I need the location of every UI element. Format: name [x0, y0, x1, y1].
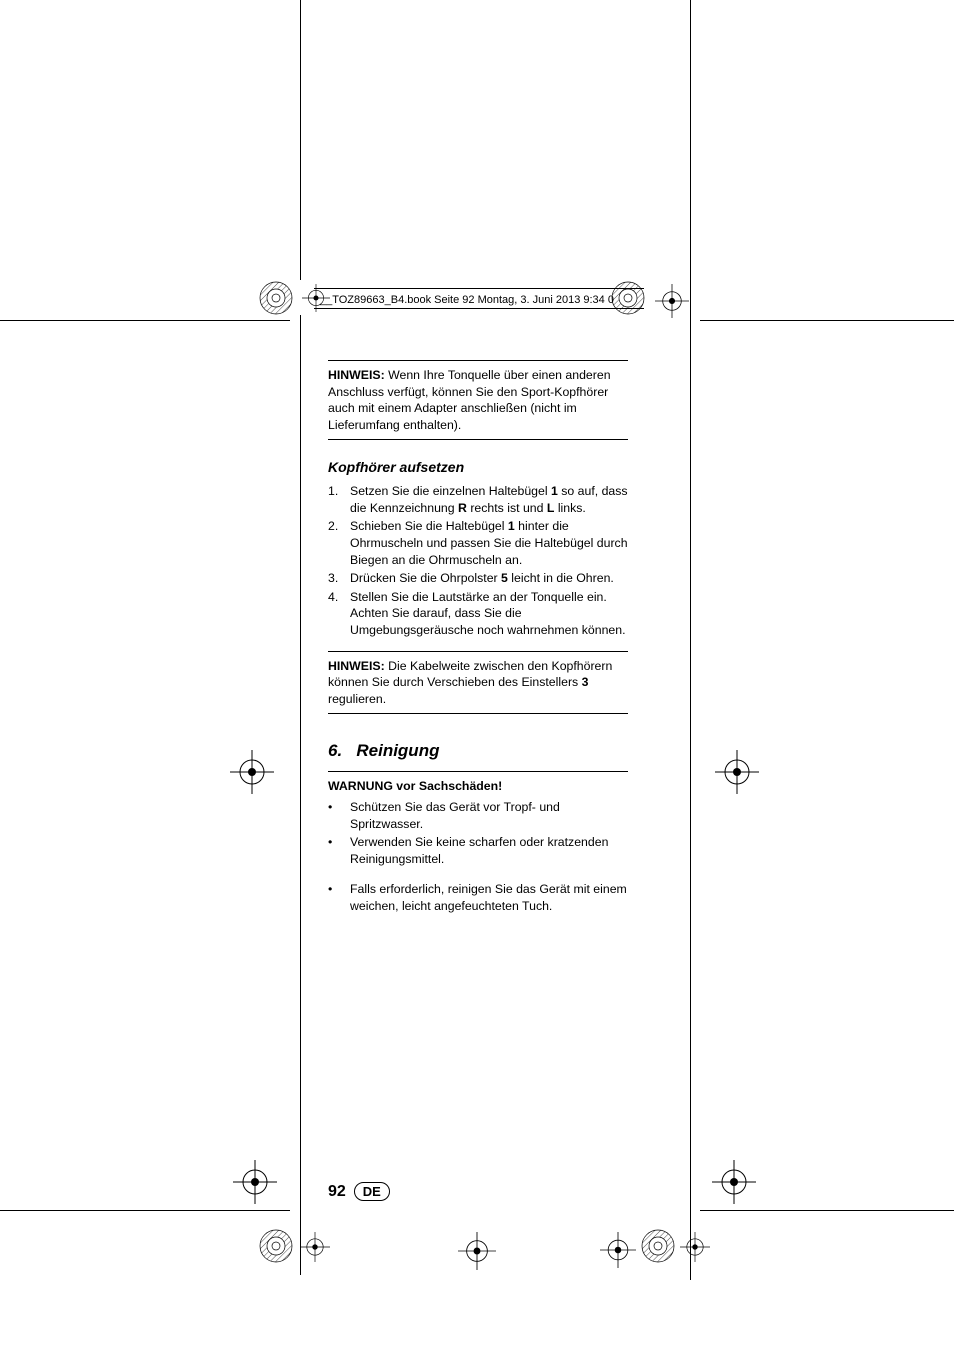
notice-text: HINWEIS: Die Kabelweite zwischen den Kop… — [328, 658, 628, 708]
list-item: 4. Stellen Sie die Lautstärke an der Ton… — [328, 589, 628, 639]
ref-num: 3 — [582, 675, 589, 689]
ref-num: 5 — [501, 571, 508, 585]
page-number: 92 — [328, 1183, 346, 1201]
step-text: Setzen Sie die einzelnen Haltebügel 1 so… — [350, 483, 628, 516]
content-column: HINWEIS: Wenn Ihre Tonquelle über einen … — [328, 360, 628, 916]
subsection-heading: Kopfhörer aufsetzen — [328, 458, 628, 477]
notice-label: HINWEIS: — [328, 659, 385, 673]
list-item: 2. Schieben Sie die Haltebügel 1 hinter … — [328, 518, 628, 568]
rosette-icon — [640, 1228, 676, 1269]
step-number: 4. — [328, 589, 350, 639]
registration-target-icon — [300, 1232, 330, 1267]
registration-target-icon — [230, 750, 274, 799]
section-title: Reinigung — [356, 741, 439, 760]
step-text: Drücken Sie die Ohrpolster 5 leicht in d… — [350, 570, 628, 587]
text-run: leicht in die Ohren. — [508, 571, 614, 585]
crop-line — [300, 0, 301, 280]
list-item: 3. Drücken Sie die Ohrpolster 5 leicht i… — [328, 570, 628, 587]
list-item: 1. Setzen Sie die einzelnen Haltebügel 1… — [328, 483, 628, 516]
registration-target-icon — [233, 1160, 277, 1209]
list-item: •Verwenden Sie keine scharfen oder kratz… — [328, 834, 628, 867]
text-run: links. — [554, 501, 585, 515]
rosette-icon — [258, 280, 294, 321]
crop-line — [300, 315, 301, 1275]
rule — [328, 713, 628, 714]
crop-line — [690, 0, 691, 1280]
bullet-text: Falls erforderlich, reinigen Sie das Ger… — [350, 881, 628, 914]
text-run: Drücken Sie die Ohrpolster — [350, 571, 501, 585]
page-footer: 92 DE — [328, 1182, 390, 1201]
rule — [328, 439, 628, 440]
text-run: Schieben Sie die Haltebügel — [350, 519, 508, 533]
bullet-text: Schützen Sie das Gerät vor Tropf- und Sp… — [350, 799, 628, 832]
header-rule-bot — [314, 308, 644, 309]
ref-letter: R — [458, 501, 467, 515]
notice-text: HINWEIS: Wenn Ihre Tonquelle über einen … — [328, 367, 628, 433]
crop-line — [700, 1210, 954, 1211]
steps-list: 1. Setzen Sie die einzelnen Haltebügel 1… — [328, 483, 628, 638]
rule — [328, 651, 628, 652]
section-number: 6. — [328, 741, 342, 760]
notice-block: HINWEIS: Wenn Ihre Tonquelle über einen … — [328, 360, 628, 440]
running-head: __TOZ89663_B4.book Seite 92 Montag, 3. J… — [320, 292, 640, 306]
rule — [328, 360, 628, 361]
registration-target-icon — [458, 1232, 496, 1275]
step-text: Stellen Sie die Lautstärke an der Tonque… — [350, 589, 628, 639]
registration-target-icon — [680, 1232, 710, 1267]
text-run: regulieren. — [328, 692, 386, 706]
list-item: •Falls erforderlich, reinigen Sie das Ge… — [328, 881, 628, 914]
registration-target-icon — [600, 1232, 636, 1273]
bullet-icon: • — [328, 881, 350, 914]
rosette-icon — [258, 1228, 294, 1269]
notice-block: HINWEIS: Die Kabelweite zwischen den Kop… — [328, 651, 628, 715]
crop-line — [0, 320, 290, 321]
notice-label: HINWEIS: — [328, 368, 385, 382]
ref-num: 1 — [551, 484, 558, 498]
rule — [328, 771, 628, 772]
warning-heading: WARNUNG vor Sachschäden! — [328, 778, 628, 795]
section-heading: 6. Reinigung — [328, 740, 628, 763]
page: __TOZ89663_B4.book Seite 92 Montag, 3. J… — [0, 0, 954, 1351]
ref-num: 1 — [508, 519, 515, 533]
registration-target-icon — [715, 750, 759, 799]
crop-line — [700, 320, 954, 321]
crop-line — [0, 1210, 290, 1211]
step-number: 2. — [328, 518, 350, 568]
registration-target-icon — [712, 1160, 756, 1209]
header-rule-top — [314, 288, 644, 289]
language-badge: DE — [354, 1182, 390, 1201]
bullet-icon: • — [328, 834, 350, 867]
warning-list: •Schützen Sie das Gerät vor Tropf- und S… — [328, 799, 628, 867]
step-text: Schieben Sie die Haltebügel 1 hinter die… — [350, 518, 628, 568]
step-number: 1. — [328, 483, 350, 516]
registration-target-icon — [302, 284, 330, 317]
text-run: Setzen Sie die einzelnen Haltebügel — [350, 484, 551, 498]
step-number: 3. — [328, 570, 350, 587]
registration-target-icon — [655, 284, 689, 323]
care-list: •Falls erforderlich, reinigen Sie das Ge… — [328, 881, 628, 914]
bullet-icon: • — [328, 799, 350, 832]
text-run: rechts ist und — [467, 501, 547, 515]
list-item: •Schützen Sie das Gerät vor Tropf- und S… — [328, 799, 628, 832]
bullet-text: Verwenden Sie keine scharfen oder kratze… — [350, 834, 628, 867]
rosette-icon — [610, 280, 646, 321]
